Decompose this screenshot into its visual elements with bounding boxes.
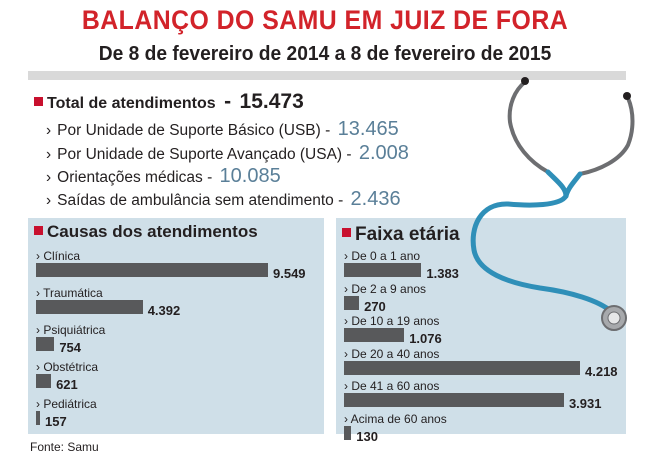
category-label: › De 10 a 19 anos: [344, 314, 440, 328]
total-attendances: Total de atendimentos - 15.473: [34, 90, 304, 114]
bar: [36, 411, 40, 425]
total-value: 15.473: [239, 90, 304, 113]
breakdown-item: › Saídas de ambulância sem atendimento - …: [46, 188, 401, 210]
bar-value-label: 4.392: [147, 303, 181, 318]
age-title: Faixa etária: [342, 224, 460, 246]
breakdown-item: › Por Unidade de Suporte Avançado (USA) -…: [46, 142, 409, 164]
page-title: BALANÇO DO SAMU EM JUIZ DE FORA: [81, 5, 569, 35]
bar-value-label: 157: [45, 414, 67, 429]
bar-value-label: 270: [364, 298, 386, 314]
bar: [344, 425, 352, 440]
source-note: Fonte: Samu: [30, 440, 99, 454]
bar-value-label: 621: [56, 377, 78, 392]
bar-value-label: 1.383: [426, 266, 459, 281]
breakdown-value: 10.085: [219, 165, 281, 187]
red-square-icon: [34, 226, 43, 236]
red-square-icon: [34, 97, 43, 107]
category-label: › Clínica: [36, 249, 81, 263]
category-label: › Psiquiátrica: [36, 323, 106, 337]
chevron-right-icon: ›: [46, 169, 52, 186]
category-label: › De 0 a 1 ano: [344, 249, 421, 263]
bar-value-label: 3.931: [568, 396, 602, 411]
category-label: › De 2 a 9 anos: [344, 281, 427, 296]
total-separator: -: [224, 90, 232, 113]
breakdown-label: Por Unidade de Suporte Avançado (USA): [57, 146, 343, 163]
breakdown-label: Saídas de ambulância sem atendimento: [57, 192, 334, 209]
causes-panel: [28, 218, 324, 434]
breakdown-item: › Orientações médicas - 10.085: [46, 165, 281, 187]
age-title-text: Faixa etária: [355, 224, 460, 245]
bar: [344, 295, 360, 310]
bar-value-label: 130: [356, 428, 378, 444]
breakdown-label: Orientações médicas: [57, 169, 203, 186]
bar-value-label: 1.076: [409, 331, 442, 346]
causes-title: Causas dos atendimentos: [34, 222, 258, 242]
bar-value-label: 4.218: [585, 363, 618, 379]
bar: [344, 263, 422, 277]
bar-value-label: 9.549: [273, 266, 306, 281]
bar: [36, 263, 268, 277]
category-label: › Acima de 60 anos: [344, 411, 447, 426]
red-square-icon: [342, 228, 351, 238]
breakdown-item: › Por Unidade de Suporte Básico (USB) - 1…: [46, 118, 399, 140]
chevron-right-icon: ›: [46, 192, 52, 209]
bar: [344, 328, 405, 342]
category-label: › Obstétrica: [36, 360, 99, 374]
chevron-right-icon: ›: [46, 146, 52, 163]
causes-title-text: Causas dos atendimentos: [47, 222, 258, 241]
bar: [36, 300, 143, 314]
category-label: › De 20 a 40 anos: [344, 346, 440, 361]
category-label: › Traumática: [36, 286, 103, 300]
breakdown-value: 2.008: [358, 142, 409, 164]
bar: [36, 374, 52, 388]
breakdown-value: 13.465: [337, 118, 399, 140]
breakdown-value: 2.436: [350, 188, 401, 210]
bar-value-label: 754: [59, 340, 82, 355]
category-label: › Pediátrica: [36, 397, 97, 411]
bar: [344, 393, 564, 407]
total-label: Total de atendimentos: [47, 95, 216, 112]
bar: [36, 337, 55, 351]
breakdown-label: Por Unidade de Suporte Básico (USB): [57, 122, 321, 139]
divider: [28, 71, 626, 80]
chevron-right-icon: ›: [46, 122, 52, 139]
page-subtitle: De 8 de fevereiro de 2014 a 8 de feverei…: [98, 43, 552, 65]
bar: [344, 360, 580, 375]
category-label: › De 41 a 60 anos: [344, 379, 440, 393]
